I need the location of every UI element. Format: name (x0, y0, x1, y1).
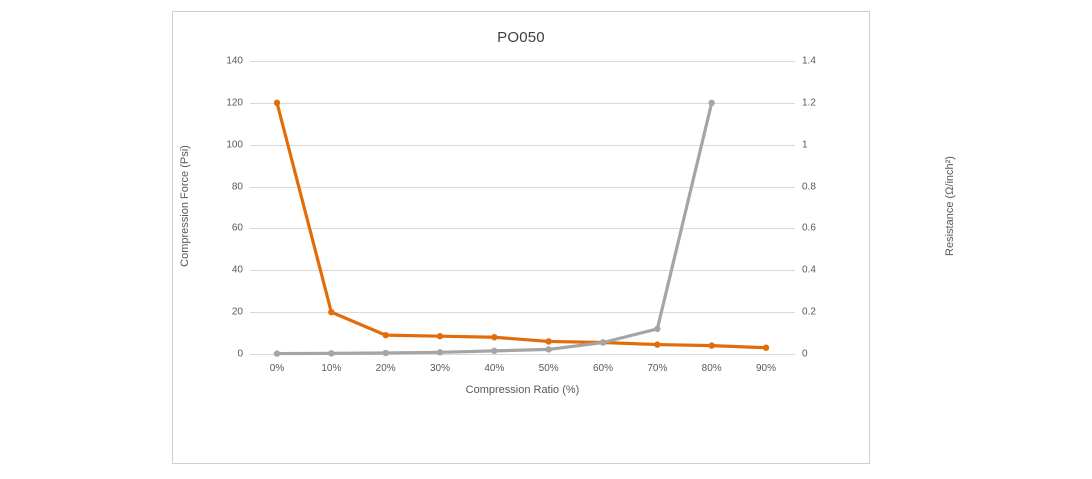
series-marker (328, 308, 335, 316)
series-plot (273, 99, 770, 357)
y-axis-left-tick-label: 0 (237, 348, 243, 360)
gridline (250, 61, 795, 62)
y-axis-left-tick-label: 60 (231, 222, 243, 234)
gridline (250, 312, 795, 314)
x-axis-tick-label: 0% (269, 363, 285, 374)
series-marker (545, 338, 552, 345)
y-axis-left-tick-label: 140 (226, 55, 243, 67)
series-marker (273, 99, 281, 107)
x-axis-tick-label: 10% (321, 363, 342, 374)
gridline (250, 102, 795, 104)
series-marker (436, 333, 444, 340)
y-axis-left-tick-label: 120 (226, 97, 243, 109)
series-marker (328, 350, 335, 357)
y-axis-right-tick-label: 1.2 (802, 97, 816, 109)
series-marker (654, 341, 661, 348)
y-axis-right-tick-label: 0.8 (802, 181, 816, 193)
y-axis-right-tick-label: 0.4 (802, 264, 816, 276)
x-axis-tick-label: 70% (647, 363, 668, 374)
x-axis-tick-label: 90% (755, 363, 777, 374)
series-marker (545, 346, 552, 353)
series-marker (708, 342, 715, 349)
series-marker (491, 347, 498, 355)
y-axis-right-tick-label: 0 (802, 348, 808, 360)
x-axis-tick-label: 50% (538, 363, 559, 374)
x-axis-tick-label: 60% (592, 363, 614, 374)
x-axis-tick-label: 20% (375, 363, 396, 374)
series-marker (382, 331, 389, 339)
series-marker (599, 339, 607, 346)
y-axis-right-tick-label: 0.2 (802, 306, 816, 318)
x-axis-tick-label: 80% (701, 363, 722, 374)
x-axis-tick-label: 30% (429, 363, 451, 374)
gridline (250, 354, 795, 355)
series-line-1 (275, 101, 768, 350)
series-marker (436, 349, 444, 356)
y-axis-left-tick-label: 80 (231, 181, 243, 193)
gridline (250, 270, 795, 272)
plot-area: 0 20 40 60 80 100 120 140 0 0.2 0.4 0.6 0.8 1 1.2 1.4 … (179, 56, 956, 397)
series-marker (762, 344, 770, 351)
series-marker (654, 325, 661, 333)
gridline (250, 228, 795, 230)
gridline (250, 144, 795, 146)
x-axis-tick-label: 40% (484, 363, 505, 374)
chart-title: PO050 (497, 29, 545, 46)
y-axis-left-tick-label: 40 (231, 264, 243, 276)
series-marker (382, 349, 389, 357)
series-marker (273, 350, 281, 357)
series-marker (708, 99, 715, 107)
y-axis-right-tick-label: 0.6 (802, 222, 816, 234)
chart-container: PO050 0 20 40 60 80 100 120 140 0 0.2 0.4 0.6 0.8 1 1… (172, 11, 956, 464)
y-axis-right-title: Resistance (Ω/inch²) (944, 155, 956, 256)
gridline (250, 186, 795, 188)
y-axis-left-tick-label: 20 (231, 306, 243, 318)
y-axis-left-tick-label: 100 (226, 139, 243, 151)
y-axis-right-tick-label: 1 (802, 139, 808, 151)
series-marker (491, 334, 498, 341)
y-axis-left-title: Compression Force (Psi) (179, 144, 191, 267)
y-axis-right-tick-label: 1.4 (802, 55, 816, 67)
x-axis-title: Compression Ratio (%) (465, 384, 580, 396)
